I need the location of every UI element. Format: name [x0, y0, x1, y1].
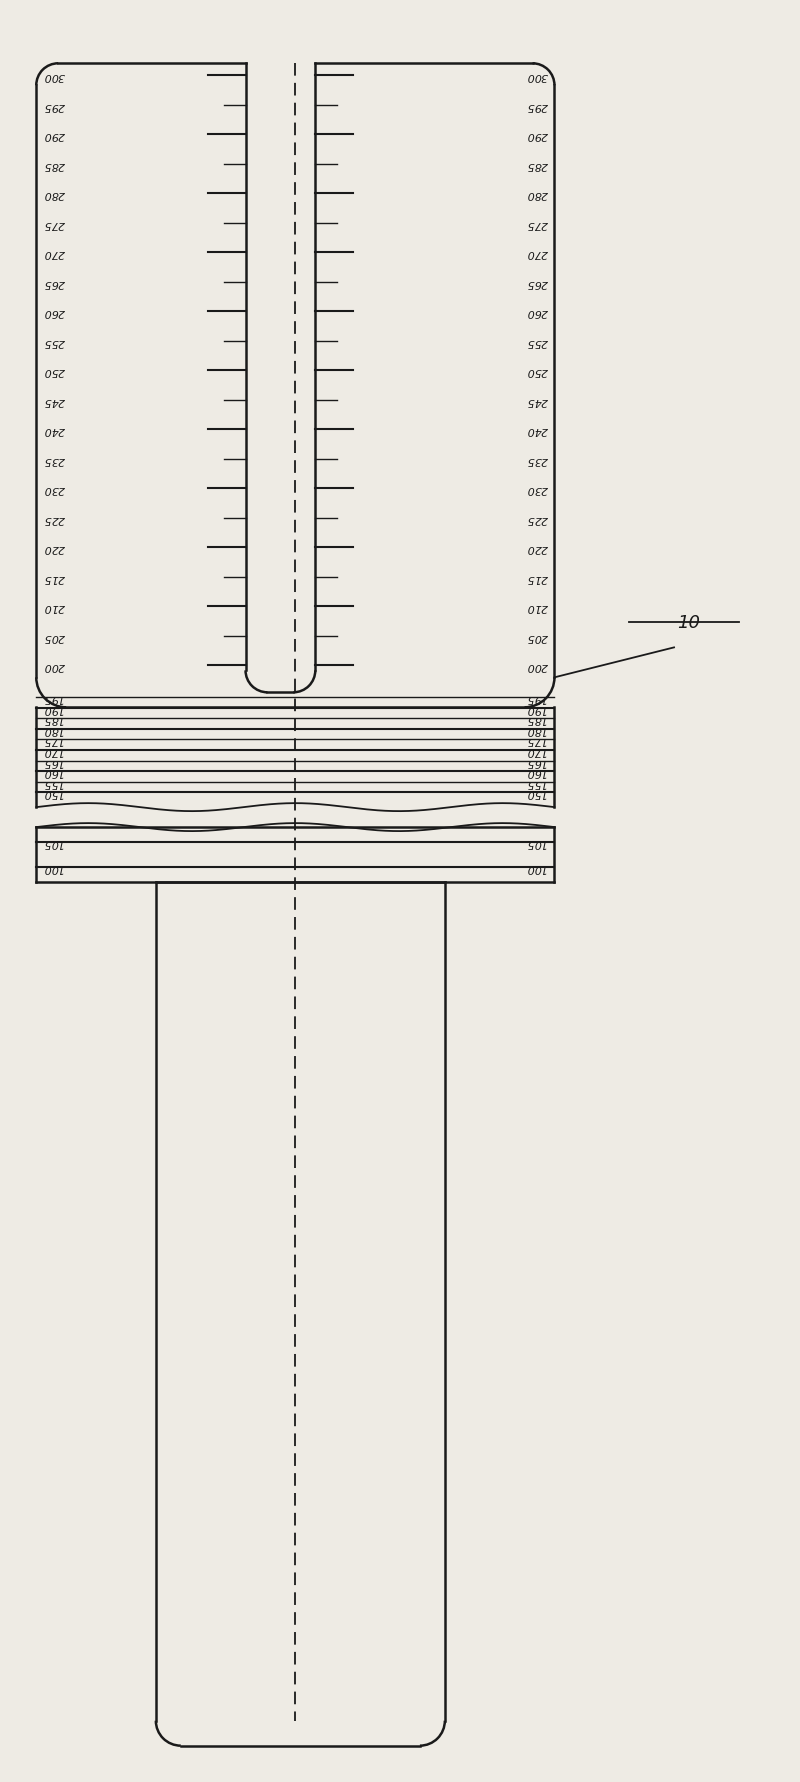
Text: 285: 285 — [43, 160, 65, 169]
Text: 260: 260 — [526, 307, 547, 317]
Text: 220: 220 — [43, 544, 65, 552]
Text: 105: 105 — [43, 838, 65, 848]
Text: 280: 280 — [526, 189, 547, 200]
Text: 235: 235 — [43, 454, 65, 465]
Text: 200: 200 — [526, 661, 547, 672]
Text: 185: 185 — [526, 715, 547, 723]
Text: 105: 105 — [526, 838, 547, 848]
Text: 270: 270 — [43, 248, 65, 258]
Text: 205: 205 — [526, 631, 547, 642]
Text: 300: 300 — [526, 71, 547, 82]
Text: 255: 255 — [526, 337, 547, 347]
Text: 195: 195 — [43, 693, 65, 702]
Text: 290: 290 — [43, 130, 65, 141]
Text: 265: 265 — [526, 278, 547, 287]
Text: 255: 255 — [43, 337, 65, 347]
Text: 215: 215 — [526, 572, 547, 583]
Text: 240: 240 — [526, 426, 547, 435]
Text: 225: 225 — [43, 513, 65, 524]
Text: 190: 190 — [526, 704, 547, 713]
Text: 220: 220 — [526, 544, 547, 552]
Text: 165: 165 — [43, 756, 65, 766]
Text: 180: 180 — [526, 725, 547, 734]
Text: 270: 270 — [526, 248, 547, 258]
Text: 180: 180 — [43, 725, 65, 734]
Text: 250: 250 — [526, 365, 547, 376]
Text: 210: 210 — [43, 602, 65, 611]
Text: 170: 170 — [43, 745, 65, 756]
Text: 265: 265 — [43, 278, 65, 287]
Text: 205: 205 — [43, 631, 65, 642]
Text: 290: 290 — [526, 130, 547, 141]
Text: 245: 245 — [43, 396, 65, 406]
Text: 295: 295 — [43, 102, 65, 110]
Text: 155: 155 — [43, 777, 65, 788]
Text: 150: 150 — [526, 788, 547, 798]
Text: 10: 10 — [678, 615, 701, 633]
Text: 275: 275 — [43, 219, 65, 228]
Text: 295: 295 — [526, 102, 547, 110]
Text: 100: 100 — [43, 862, 65, 873]
Text: 245: 245 — [526, 396, 547, 406]
Text: 195: 195 — [526, 693, 547, 702]
Text: 185: 185 — [43, 715, 65, 723]
Text: 155: 155 — [526, 777, 547, 788]
Text: 150: 150 — [43, 788, 65, 798]
Text: 160: 160 — [526, 766, 547, 777]
Text: 170: 170 — [526, 745, 547, 756]
Text: 260: 260 — [43, 307, 65, 317]
Text: 230: 230 — [43, 485, 65, 494]
Text: 210: 210 — [526, 602, 547, 611]
Text: 175: 175 — [43, 734, 65, 745]
Text: 230: 230 — [526, 485, 547, 494]
Text: 100: 100 — [526, 862, 547, 873]
Text: 215: 215 — [43, 572, 65, 583]
Text: 165: 165 — [526, 756, 547, 766]
Text: 275: 275 — [526, 219, 547, 228]
Text: 175: 175 — [526, 734, 547, 745]
Text: 300: 300 — [43, 71, 65, 82]
Text: 160: 160 — [43, 766, 65, 777]
Text: 240: 240 — [43, 426, 65, 435]
Text: 235: 235 — [526, 454, 547, 465]
Text: 285: 285 — [526, 160, 547, 169]
Text: 250: 250 — [43, 365, 65, 376]
Text: 280: 280 — [43, 189, 65, 200]
Text: 190: 190 — [43, 704, 65, 713]
Text: 200: 200 — [43, 661, 65, 672]
Text: 225: 225 — [526, 513, 547, 524]
